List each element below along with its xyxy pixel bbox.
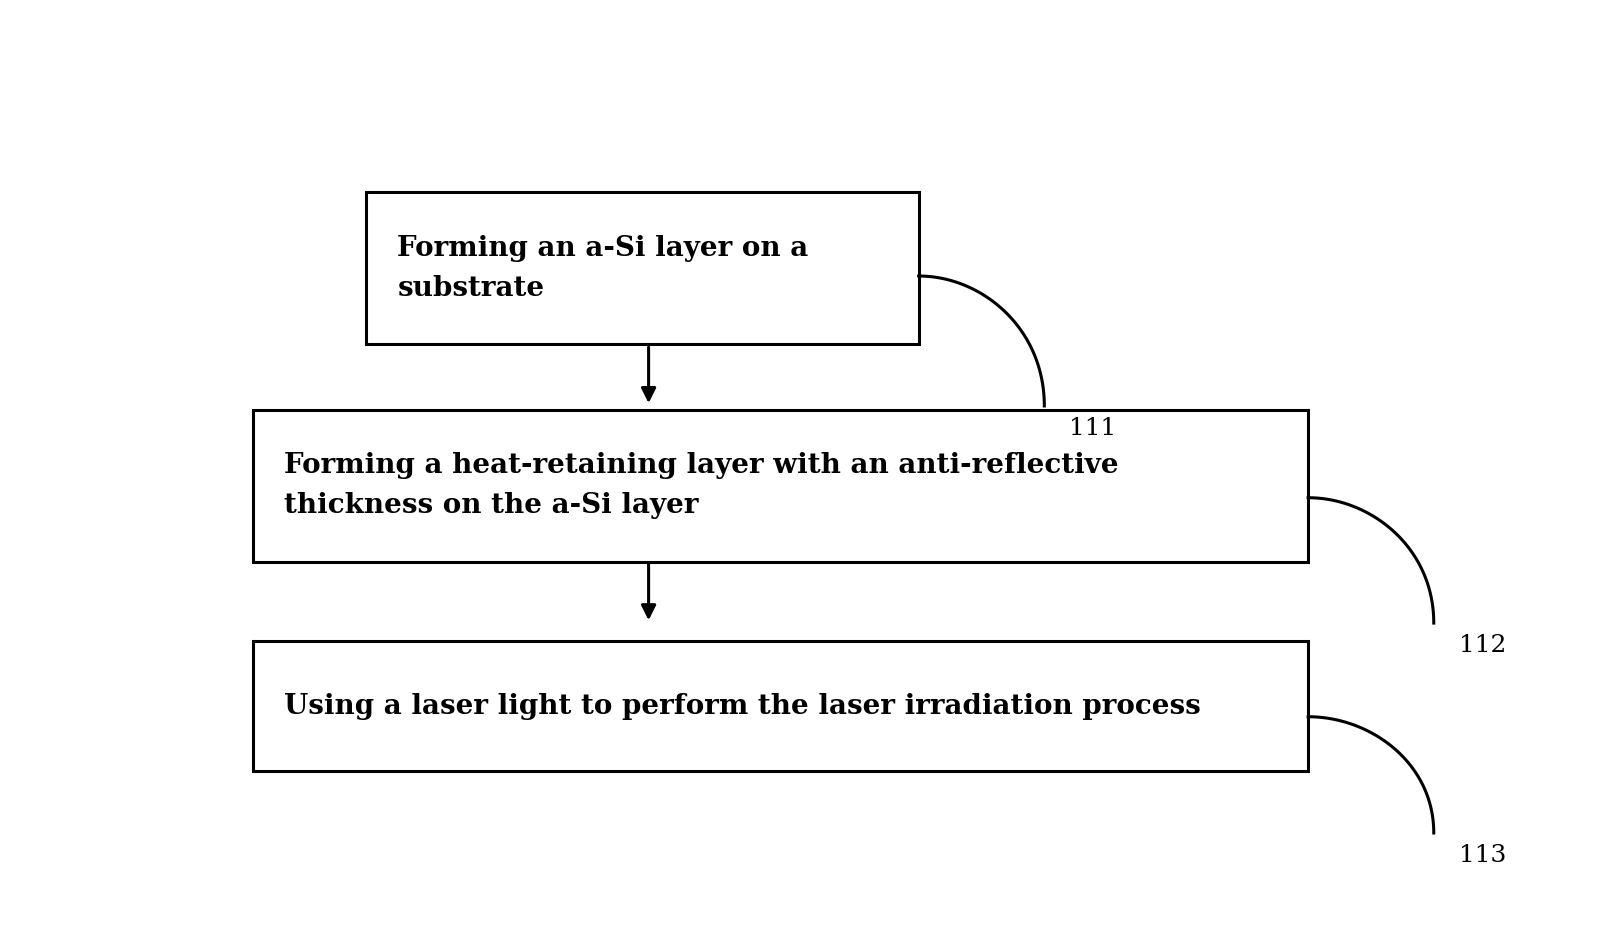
Text: 113: 113 <box>1459 844 1506 867</box>
Text: Forming an a-Si layer on a
substrate: Forming an a-Si layer on a substrate <box>397 235 809 302</box>
FancyBboxPatch shape <box>253 641 1308 772</box>
FancyBboxPatch shape <box>366 193 919 344</box>
Text: 111: 111 <box>1070 416 1117 440</box>
FancyBboxPatch shape <box>253 410 1308 561</box>
Text: Forming a heat-retaining layer with an anti-reflective
thickness on the a-Si lay: Forming a heat-retaining layer with an a… <box>284 452 1118 519</box>
Text: 112: 112 <box>1459 634 1506 657</box>
Text: Using a laser light to perform the laser irradiation process: Using a laser light to perform the laser… <box>284 693 1201 720</box>
